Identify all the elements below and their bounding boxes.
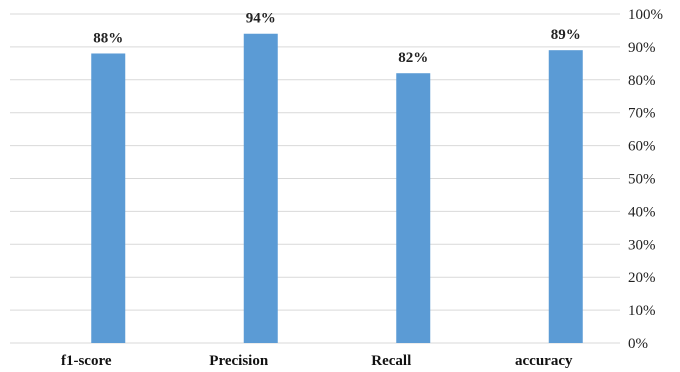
y-tick-label: 10% <box>628 303 656 319</box>
y-tick-label: 50% <box>628 172 656 188</box>
y-axis-ticks: 0% 10% 20% 30% 40% 50% 60% 70% 80% 90% 100% <box>628 7 663 352</box>
y-tick-label: 0% <box>628 336 648 352</box>
x-category-label: accuracy <box>515 353 573 369</box>
y-tick-label: 70% <box>628 106 656 122</box>
x-category-label: Precision <box>209 353 269 369</box>
bars <box>91 33 583 344</box>
x-category-label: Recall <box>371 353 411 369</box>
y-tick-label: 30% <box>628 237 656 253</box>
y-tick-label: 90% <box>628 40 656 56</box>
y-tick-label: 60% <box>628 139 656 155</box>
data-labels: 88% 94% 82% 89% <box>93 11 581 66</box>
data-label: 89% <box>551 27 581 43</box>
x-axis-categories: f1-score Precision Recall accuracy <box>61 353 573 369</box>
data-label: 82% <box>398 50 428 66</box>
bar <box>396 73 431 343</box>
data-label: 88% <box>93 30 123 46</box>
y-tick-label: 100% <box>628 7 663 23</box>
y-tick-label: 80% <box>628 73 656 89</box>
y-tick-label: 40% <box>628 204 656 220</box>
data-label: 94% <box>246 11 276 27</box>
y-tick-label: 20% <box>628 270 656 286</box>
bar <box>548 50 583 343</box>
x-category-label: f1-score <box>61 353 112 369</box>
bar <box>243 33 278 344</box>
bar <box>91 53 126 343</box>
